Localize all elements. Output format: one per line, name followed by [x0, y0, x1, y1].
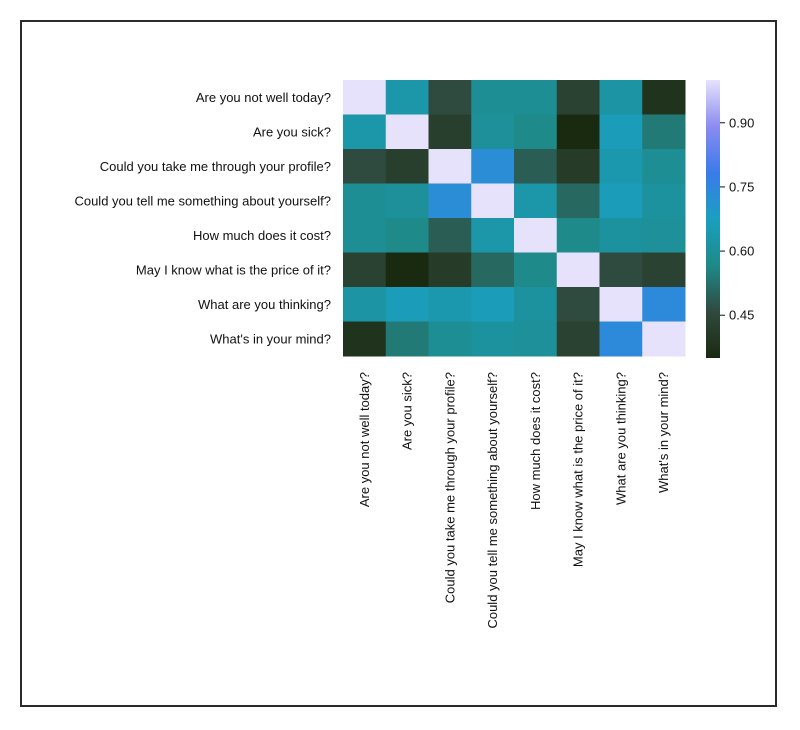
- heatmap-cell: [514, 218, 558, 253]
- y-tick-label: What's in your mind?: [210, 331, 331, 346]
- y-tick-label: Could you tell me something about yourse…: [74, 193, 331, 208]
- heatmap-cell: [599, 183, 643, 219]
- heatmap-cell: [514, 252, 558, 288]
- heatmap-cell: [642, 287, 686, 322]
- y-tick-label: What are you thinking?: [198, 297, 331, 312]
- colorbar-tick-label: 0.60: [729, 244, 754, 259]
- heatmap-cell: [343, 183, 387, 219]
- heatmap-cell: [343, 114, 387, 150]
- heatmap-cell: [642, 80, 686, 115]
- heatmap-cell: [471, 218, 515, 253]
- heatmap-cell: [471, 149, 515, 184]
- heatmap-cell: [343, 252, 387, 288]
- heatmap-cell: [556, 114, 600, 150]
- heatmap-cell: [385, 218, 429, 253]
- x-tick-label: May I know what is the price of it?: [571, 372, 586, 567]
- heatmap-cell: [556, 218, 600, 253]
- x-tick-labels: Are you not well today? Are you sick? Coul…: [357, 372, 671, 629]
- heatmap-cell: [428, 183, 472, 219]
- heatmap-cell: [642, 252, 686, 288]
- heatmap-cell: [471, 252, 515, 288]
- heatmap-cell: [556, 183, 600, 219]
- heatmap-cell: [428, 252, 472, 288]
- heatmap-cell: [385, 321, 429, 357]
- y-tick-label: Are you not well today?: [196, 90, 331, 105]
- colorbar-gradient: [706, 80, 720, 358]
- heatmap-cell: [428, 80, 472, 115]
- heatmap-cell: [642, 149, 686, 184]
- heatmap-cell: [599, 149, 643, 184]
- colorbar-tick-label: 0.75: [729, 179, 754, 194]
- heatmap-chart: Are you not well today? Are you sick? Coul…: [74, 80, 754, 629]
- heatmap-cell: [385, 252, 429, 288]
- heatmap-cell: [556, 80, 600, 115]
- heatmap-cells: [343, 80, 686, 357]
- heatmap-cell: [428, 287, 472, 322]
- heatmap-cell: [385, 80, 429, 115]
- x-tick-label: What are you thinking?: [613, 372, 628, 505]
- y-tick-label: How much does it cost?: [193, 228, 331, 243]
- heatmap-cell: [556, 321, 600, 357]
- x-tick-label: What's in your mind?: [656, 372, 671, 493]
- heatmap-cell: [642, 218, 686, 253]
- heatmap-cell: [471, 321, 515, 357]
- y-tick-label: Are you sick?: [253, 124, 331, 139]
- heatmap-cell: [385, 287, 429, 322]
- heatmap-cell: [599, 80, 643, 115]
- colorbar-tick-label: 0.90: [729, 115, 754, 130]
- heatmap-cell: [514, 321, 558, 357]
- colorbar-tick-label: 0.45: [729, 308, 754, 323]
- heatmap-cell: [599, 287, 643, 322]
- y-tick-labels: Are you not well today? Are you sick? Coul…: [74, 90, 331, 347]
- heatmap-cell: [343, 80, 387, 115]
- figure-frame: Are you not well today? Are you sick? Coul…: [20, 20, 777, 707]
- y-tick-label: Could you take me through your profile?: [100, 159, 331, 174]
- heatmap-cell: [556, 149, 600, 184]
- heatmap-cell: [599, 218, 643, 253]
- heatmap-cell: [471, 183, 515, 219]
- heatmap-cell: [599, 321, 643, 357]
- heatmap-cell: [514, 287, 558, 322]
- heatmap-cell: [428, 218, 472, 253]
- heatmap-cell: [385, 149, 429, 184]
- heatmap-cell: [514, 80, 558, 115]
- heatmap-cell: [471, 114, 515, 150]
- x-tick-label: Are you sick?: [400, 372, 415, 450]
- heatmap-cell: [343, 149, 387, 184]
- colorbar: 0.45 0.60 0.75 0.90: [706, 80, 754, 358]
- x-tick-label: How much does it cost?: [528, 372, 543, 510]
- y-tick-label: May I know what is the price of it?: [136, 262, 331, 277]
- heatmap-cell: [599, 252, 643, 288]
- heatmap-cell: [556, 252, 600, 288]
- heatmap-cell: [471, 80, 515, 115]
- heatmap-cell: [428, 114, 472, 150]
- heatmap-cell: [343, 218, 387, 253]
- heatmap-cell: [599, 114, 643, 150]
- heatmap-cell: [385, 114, 429, 150]
- x-tick-label: Could you take me through your profile?: [442, 372, 457, 603]
- heatmap-cell: [343, 321, 387, 357]
- heatmap-cell: [385, 183, 429, 219]
- heatmap-cell: [514, 149, 558, 184]
- heatmap-cell: [556, 287, 600, 322]
- heatmap-cell: [514, 114, 558, 150]
- heatmap-cell: [471, 287, 515, 322]
- x-tick-label: Are you not well today?: [357, 372, 372, 507]
- heatmap-cell: [428, 149, 472, 184]
- heatmap-cell: [428, 321, 472, 357]
- heatmap-cell: [514, 183, 558, 219]
- heatmap-cell: [343, 287, 387, 322]
- heatmap-cell: [642, 114, 686, 150]
- heatmap-cell: [642, 321, 686, 357]
- x-tick-label: Could you tell me something about yourse…: [485, 372, 500, 629]
- heatmap-cell: [642, 183, 686, 219]
